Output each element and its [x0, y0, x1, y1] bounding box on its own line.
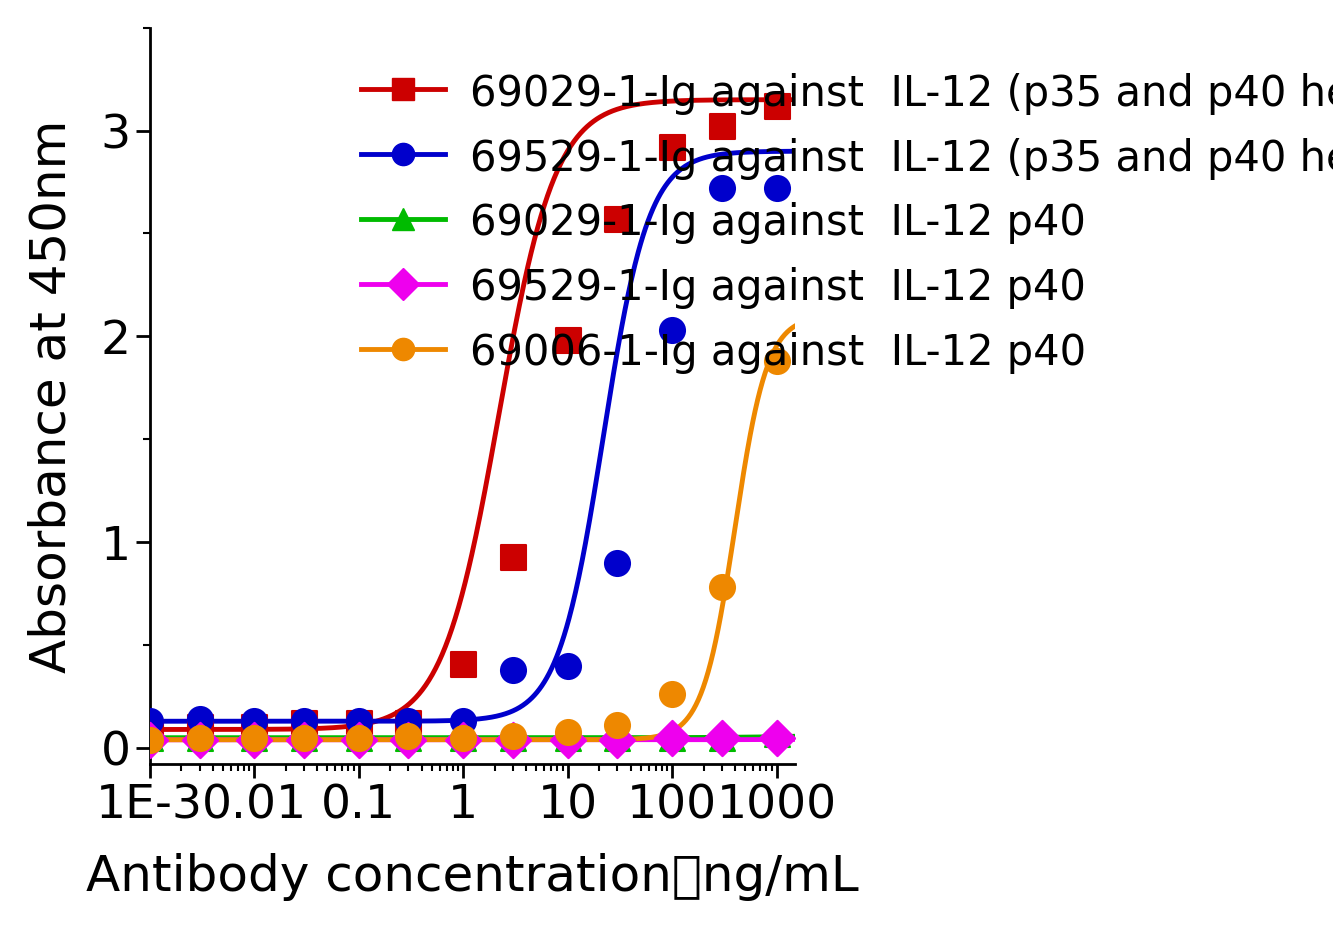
Point: [139, 730, 160, 745]
Point: [661, 730, 682, 745]
Point: [607, 732, 628, 747]
Point: [452, 730, 473, 745]
Point: [557, 732, 579, 747]
Point: [557, 730, 579, 745]
Point: [607, 718, 628, 733]
Point: [452, 713, 473, 728]
Point: [661, 323, 682, 338]
Point: [710, 730, 732, 745]
Point: [765, 730, 786, 745]
Point: [503, 732, 524, 747]
Point: [765, 181, 786, 196]
Point: [503, 730, 524, 745]
Point: [139, 732, 160, 747]
Point: [452, 730, 473, 745]
Point: [244, 713, 265, 728]
Point: [293, 730, 315, 745]
Point: [503, 662, 524, 677]
Point: [607, 212, 628, 227]
Point: [397, 713, 419, 728]
Point: [710, 730, 732, 745]
Point: [189, 712, 211, 726]
Point: [557, 724, 579, 739]
Point: [293, 716, 315, 731]
Point: [765, 726, 786, 741]
Y-axis label: Absorbance at 450nm: Absorbance at 450nm: [28, 120, 76, 673]
Point: [710, 580, 732, 595]
Point: [189, 732, 211, 747]
Point: [765, 98, 786, 113]
Point: [189, 730, 211, 745]
Point: [710, 181, 732, 196]
Point: [189, 730, 211, 745]
Point: [452, 732, 473, 747]
Point: [607, 730, 628, 745]
Point: [348, 730, 369, 745]
Point: [397, 728, 419, 743]
Point: [710, 119, 732, 134]
Point: [503, 728, 524, 743]
Legend: 69029-1-Ig against  IL-12 (p35 and p40 heterodimer), 69529-1-Ig against  IL-12 (: 69029-1-Ig against IL-12 (p35 and p40 he…: [345, 56, 1333, 391]
Point: [557, 659, 579, 674]
Point: [397, 730, 419, 745]
Point: [139, 732, 160, 747]
Point: [189, 720, 211, 735]
Point: [452, 656, 473, 671]
Point: [244, 732, 265, 747]
Point: [661, 139, 682, 154]
Point: [293, 732, 315, 747]
X-axis label: Antibody concentration，ng/mL: Antibody concentration，ng/mL: [85, 853, 858, 901]
Point: [244, 730, 265, 745]
Point: [348, 713, 369, 728]
Point: [293, 730, 315, 745]
Point: [607, 556, 628, 570]
Point: [661, 730, 682, 745]
Point: [139, 724, 160, 739]
Point: [348, 716, 369, 731]
Point: [244, 730, 265, 745]
Point: [348, 730, 369, 745]
Point: [557, 334, 579, 348]
Point: [348, 732, 369, 747]
Point: [503, 549, 524, 564]
Point: [397, 716, 419, 731]
Point: [293, 713, 315, 728]
Point: [661, 687, 682, 702]
Point: [765, 354, 786, 369]
Point: [397, 732, 419, 747]
Point: [244, 720, 265, 735]
Point: [139, 713, 160, 728]
